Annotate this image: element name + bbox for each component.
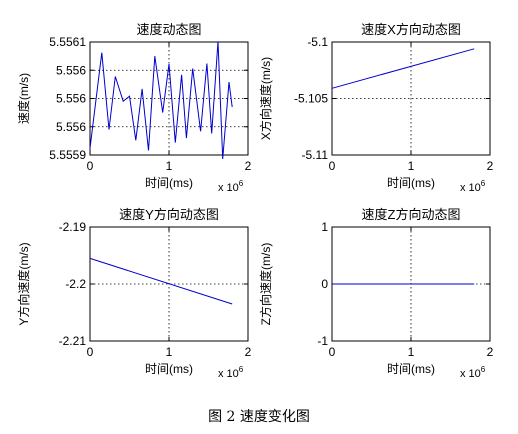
chart-title: 速度X方向动态图	[361, 22, 461, 37]
series-line	[89, 41, 233, 160]
y-tick-label: -5.1	[307, 35, 328, 49]
y-tick-label: 1	[321, 220, 328, 234]
y-tick-label: 5.556	[56, 92, 86, 106]
chart-title: 速度Z方向动态图	[362, 207, 461, 222]
y-tick-label: 5.5561	[49, 35, 86, 49]
y-tick-label: -2.21	[59, 334, 87, 348]
y-tick-label: -5.11	[302, 148, 329, 162]
x-tick-label: 0	[87, 159, 94, 173]
y-tick-label: 5.556	[56, 63, 86, 77]
x-axis-label: 时间(ms)	[145, 176, 193, 190]
y-tick-label: -5.105	[294, 92, 328, 106]
x-tick-label: 1	[408, 159, 415, 173]
x-axis-label: 时间(ms)	[387, 362, 435, 376]
y-axis-label: Y方向速度(m/s)	[16, 242, 31, 325]
x-tick-label: 2	[245, 345, 252, 359]
x-tick-label: 0	[329, 345, 336, 359]
x-multiplier-label: x 106	[218, 365, 244, 380]
y-tick-label: 5.556	[56, 120, 86, 134]
x-tick-label: 0	[87, 345, 94, 359]
series-line	[331, 48, 475, 89]
x-axis-label: 时间(ms)	[387, 176, 435, 190]
x-tick-label: 1	[166, 345, 173, 359]
x-tick-label: 0	[329, 159, 336, 173]
figure-caption: 图 2 速度变化图	[208, 409, 310, 425]
x-multiplier-label: x 106	[460, 365, 486, 380]
y-axis-label: Z方向速度(m/s)	[258, 243, 273, 326]
y-tick-label: -2.2	[65, 277, 86, 291]
x-tick-label: 2	[487, 159, 494, 173]
y-axis-label: X方向速度(m/s)	[258, 57, 273, 140]
x-tick-label: 2	[487, 345, 494, 359]
x-multiplier-label: x 106	[460, 179, 486, 194]
chart-title: 速度动态图	[136, 22, 201, 37]
y-tick-label: -1	[317, 334, 328, 348]
chart-1: 0 1 2 5.5559 5.556 5.556 5.556 5.5561 速度动态图时间(ms…	[16, 22, 252, 194]
y-tick-label: -2.19	[59, 220, 87, 234]
y-tick-label: 0	[321, 277, 328, 291]
chart-title: 速度Y方向动态图	[119, 207, 219, 222]
y-axis-label: 速度(m/s)	[16, 73, 31, 124]
x-tick-label: 1	[408, 345, 415, 359]
x-axis-label: 时间(ms)	[145, 362, 193, 376]
series-line	[89, 257, 233, 305]
x-tick-label: 1	[166, 159, 173, 173]
x-tick-label: 2	[245, 159, 252, 173]
x-multiplier-label: x 106	[218, 179, 244, 194]
y-tick-label: 5.5559	[49, 148, 86, 162]
